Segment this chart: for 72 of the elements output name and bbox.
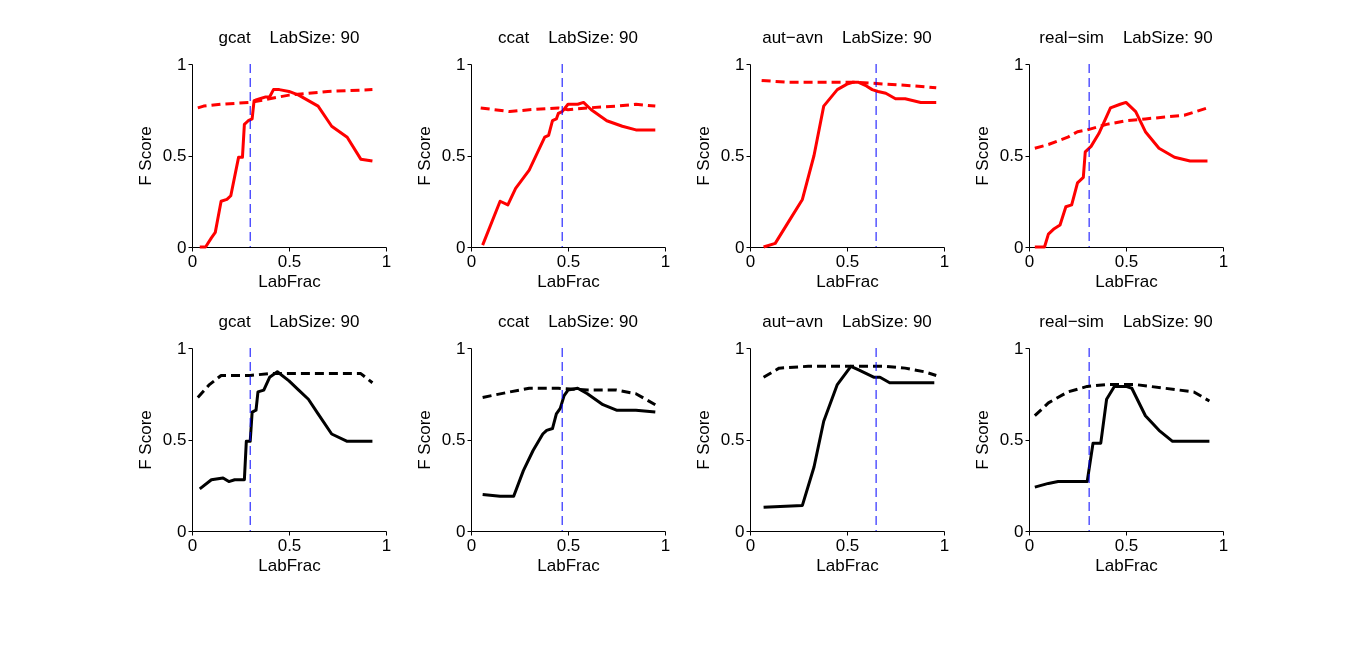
chart-title: ccat LabSize: 90 <box>498 28 638 47</box>
x-axis-title: LabFrac <box>1095 271 1159 291</box>
chart-title: real−sim LabSize: 90 <box>1039 28 1213 47</box>
x-tick-label: 1 <box>381 535 392 555</box>
y-tick-label: 0.5 <box>720 146 745 165</box>
y-tick-label: 1 <box>1014 338 1024 358</box>
y-tick-label: 0 <box>456 237 466 257</box>
chart-title: ccat LabSize: 90 <box>498 312 638 331</box>
x-axis-title: LabFrac <box>816 271 880 291</box>
y-axis-title: F Score <box>414 126 434 186</box>
x-axis-title: LabFrac <box>816 555 880 575</box>
y-tick-label: 0.5 <box>441 146 466 165</box>
x-tick-label: 1 <box>939 251 950 271</box>
y-tick-label: 0.5 <box>999 146 1024 165</box>
y-axis-title: F Score <box>414 410 434 470</box>
y-tick-label: 0.5 <box>441 430 466 449</box>
x-tick-label: 0.5 <box>277 251 302 271</box>
x-tick-label: 1 <box>660 251 671 271</box>
x-tick-label: 0.5 <box>277 535 302 555</box>
x-tick-label: 1 <box>939 535 950 555</box>
y-tick-label: 1 <box>735 54 745 74</box>
line-series <box>1033 384 1211 489</box>
x-tick-label: 1 <box>660 535 671 555</box>
y-axis-title: F Score <box>972 410 992 470</box>
y-tick-label: 0.5 <box>162 146 187 165</box>
y-tick-label: 0.5 <box>162 430 187 449</box>
y-tick-label: 1 <box>177 338 187 358</box>
x-tick-label: 0.5 <box>835 251 860 271</box>
chart-title: gcat LabSize: 90 <box>218 312 360 331</box>
x-tick-label: 1 <box>1218 535 1229 555</box>
chart-title: aut−avn LabSize: 90 <box>762 28 932 47</box>
x-tick-label: 0.5 <box>1114 535 1139 555</box>
y-tick-label: 0 <box>177 237 187 257</box>
x-tick-label: 0.5 <box>1114 251 1139 271</box>
x-axis-title: LabFrac <box>258 555 322 575</box>
y-tick-label: 0.5 <box>720 430 745 449</box>
chart-title: aut−avn LabSize: 90 <box>762 312 932 331</box>
y-axis-title: F Score <box>972 126 992 186</box>
line-series <box>1033 100 1209 249</box>
line-series <box>481 100 657 247</box>
line-series <box>198 370 374 491</box>
y-tick-label: 1 <box>1014 54 1024 74</box>
x-tick-label: 0.5 <box>835 535 860 555</box>
line-series <box>762 80 938 249</box>
line-series <box>762 364 936 509</box>
x-tick-label: 0.5 <box>556 535 581 555</box>
y-tick-label: 0.5 <box>999 430 1024 449</box>
y-tick-label: 1 <box>456 338 466 358</box>
x-tick-label: 1 <box>381 251 392 271</box>
y-tick-label: 1 <box>735 338 745 358</box>
y-tick-label: 0 <box>1014 237 1024 257</box>
y-tick-label: 0 <box>735 521 745 541</box>
chart-title: gcat LabSize: 90 <box>218 28 360 47</box>
line-series <box>198 88 374 249</box>
y-axis-title: F Score <box>693 126 713 186</box>
y-tick-label: 0 <box>177 521 187 541</box>
y-axis-title: F Score <box>135 126 155 186</box>
y-axis-title: F Score <box>693 410 713 470</box>
y-tick-label: 1 <box>177 54 187 74</box>
chart-title: real−sim LabSize: 90 <box>1039 312 1213 331</box>
y-axis-title: F Score <box>135 410 155 470</box>
y-tick-label: 0 <box>456 521 466 541</box>
x-axis-title: LabFrac <box>1095 555 1159 575</box>
line-series <box>481 386 657 498</box>
y-tick-label: 1 <box>456 54 466 74</box>
y-tick-label: 0 <box>1014 521 1024 541</box>
x-axis-title: LabFrac <box>258 271 322 291</box>
x-tick-label: 0.5 <box>556 251 581 271</box>
y-tick-label: 0 <box>735 237 745 257</box>
x-tick-label: 1 <box>1218 251 1229 271</box>
x-axis-title: LabFrac <box>537 555 601 575</box>
x-axis-title: LabFrac <box>537 271 601 291</box>
